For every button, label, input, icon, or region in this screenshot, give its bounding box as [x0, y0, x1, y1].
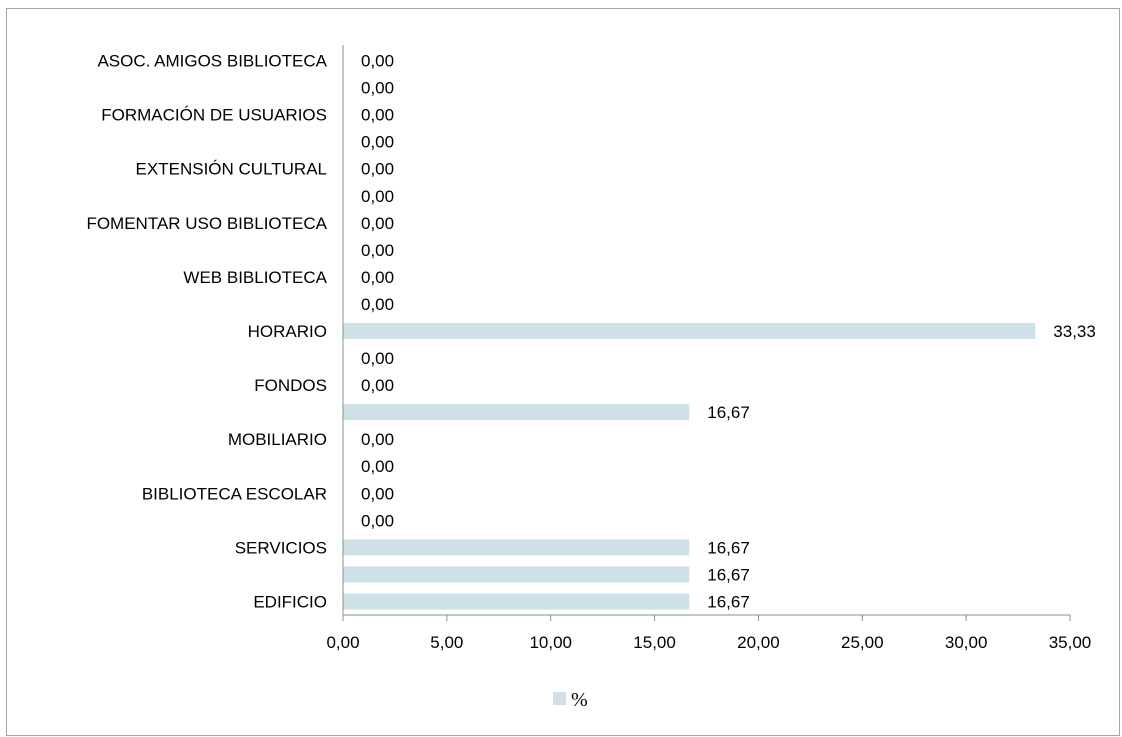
x-tick-label: 25,00 [841, 633, 884, 652]
value-label: 16,67 [707, 592, 750, 611]
value-label: 16,67 [707, 538, 750, 557]
labels-group: 0,00 ASOC. AMIGOS BIBLIOTECA 0,00 0,00 FORMA… [86, 52, 1095, 652]
bar [343, 593, 690, 610]
x-tick-label: 10,00 [529, 633, 572, 652]
value-label: 0,00 [361, 457, 394, 476]
x-tick-label: 35,00 [1049, 633, 1092, 652]
bar [343, 566, 690, 583]
value-label: 16,67 [707, 403, 750, 422]
x-tick-label: 30,00 [945, 633, 988, 652]
category-label: EXTENSIÓN CULTURAL [136, 160, 327, 179]
x-tick-label: 20,00 [737, 633, 780, 652]
bar [343, 404, 690, 421]
x-tick-label: 0,00 [326, 633, 359, 652]
value-label: 0,00 [361, 430, 394, 449]
value-label: 0,00 [361, 214, 394, 233]
value-label: 33,33 [1053, 322, 1096, 341]
bars-group [343, 323, 1036, 610]
value-label: 0,00 [361, 268, 394, 287]
category-label: HORARIO [248, 322, 327, 341]
category-label: WEB BIBLIOTECA [183, 268, 327, 287]
category-label: FORMACIÓN DE USUARIOS [101, 106, 327, 125]
value-label: 0,00 [361, 484, 394, 503]
value-label: 0,00 [361, 241, 394, 260]
value-label: 0,00 [361, 187, 394, 206]
x-tick-label: 5,00 [430, 633, 463, 652]
bar [343, 539, 690, 556]
value-label: 0,00 [361, 79, 394, 98]
value-label: 0,00 [361, 511, 394, 530]
category-label: MOBILIARIO [228, 430, 327, 449]
category-label: SERVICIOS [235, 538, 327, 557]
value-label: 0,00 [361, 106, 394, 125]
legend-label: % [571, 689, 588, 711]
legend: % [553, 689, 588, 711]
bar [343, 323, 1036, 339]
category-label: BIBLIOTECA ESCOLAR [142, 484, 327, 503]
value-label: 0,00 [361, 376, 394, 395]
axes-group [342, 45, 1071, 621]
value-label: 0,00 [361, 133, 394, 152]
category-label: EDIFICIO [253, 592, 327, 611]
value-label: 0,00 [361, 52, 394, 71]
x-tick-label: 15,00 [633, 633, 676, 652]
legend-swatch [553, 692, 566, 705]
category-label: FOMENTAR USO BIBLIOTECA [86, 214, 327, 233]
value-label: 0,00 [361, 295, 394, 314]
value-label: 16,67 [707, 565, 750, 584]
category-label: ASOC. AMIGOS BIBLIOTECA [97, 52, 327, 71]
category-label: FONDOS [254, 376, 327, 395]
value-label: 0,00 [361, 160, 394, 179]
value-label: 0,00 [361, 349, 394, 368]
